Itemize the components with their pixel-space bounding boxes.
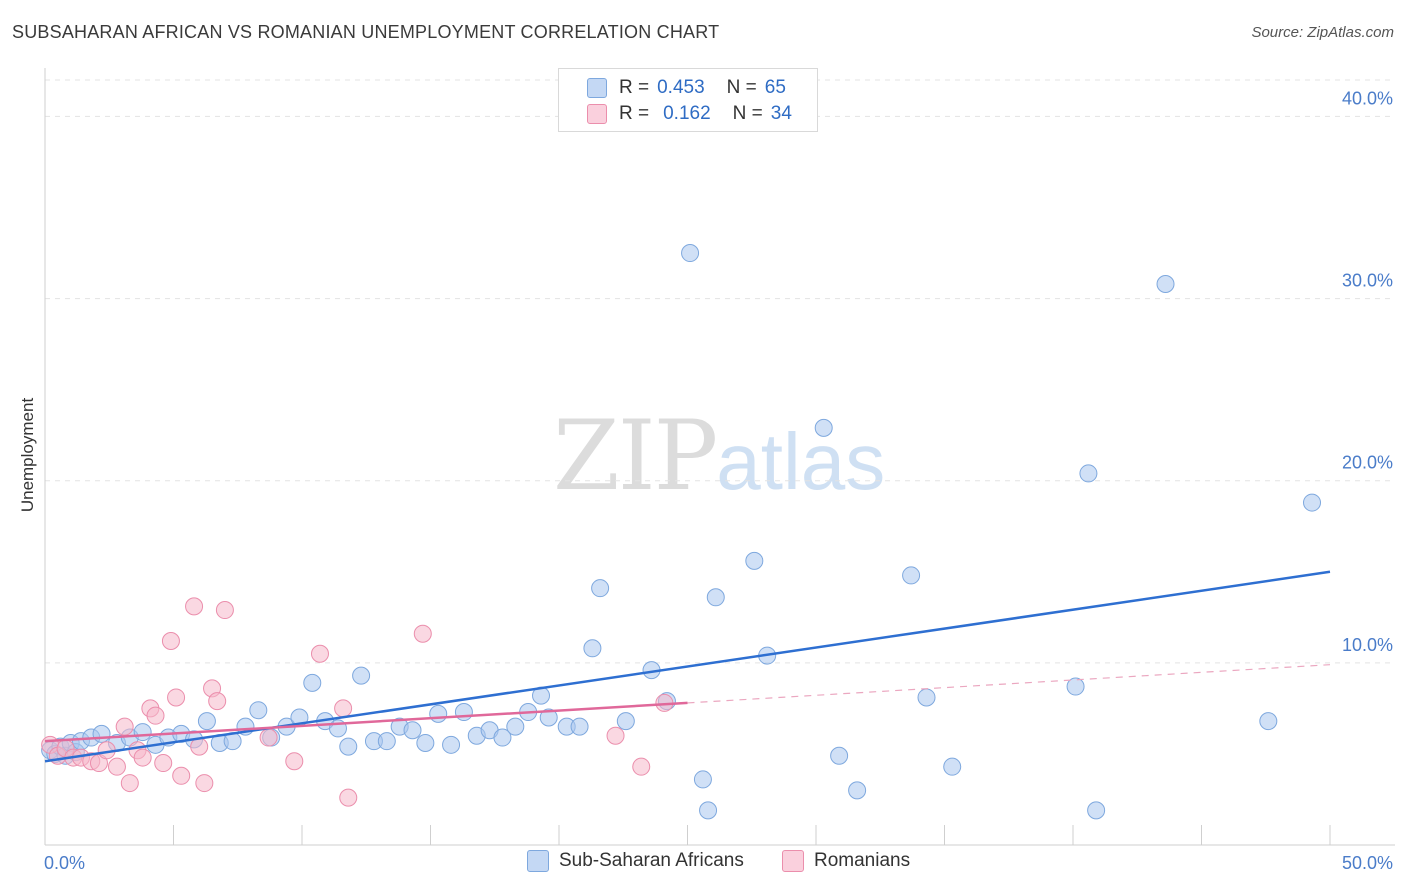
- legend-r-value: 0.162: [663, 103, 711, 124]
- legend-r-label: R =: [619, 103, 650, 124]
- subsaharan-point: [814, 418, 833, 437]
- subsaharan-point: [1156, 275, 1175, 293]
- subsaharan-trend-line: [44, 570, 1331, 763]
- subsaharan-point: [352, 666, 371, 685]
- legend-item-subsaharan: Sub-Saharan Africans: [527, 850, 744, 872]
- subsaharan-point: [830, 746, 849, 765]
- subsaharan-point: [1259, 712, 1278, 731]
- romanian-point: [115, 717, 134, 736]
- subsaharan-point: [442, 735, 461, 754]
- romanian-trend-extension: [687, 664, 1331, 704]
- subsaharan-point: [745, 551, 764, 570]
- subsaharan-point: [454, 703, 473, 722]
- legend-swatch-romanian: [782, 850, 804, 872]
- subsaharan-point: [539, 708, 558, 727]
- romanian-point: [208, 692, 227, 711]
- subsaharan-point: [1303, 493, 1322, 512]
- subsaharan-point: [943, 757, 962, 776]
- subsaharan-point: [616, 712, 635, 731]
- romanian-point: [154, 754, 173, 773]
- romanian-trend-line: [44, 701, 688, 743]
- legend-row-subsaharan: R = 0.453 N = 65: [587, 75, 786, 101]
- chart-title: SUBSAHARAN AFRICAN VS ROMANIAN UNEMPLOYM…: [12, 22, 720, 42]
- romanian-point: [190, 737, 209, 756]
- x-tick-label: 0.0%: [44, 853, 85, 873]
- romanian-point: [259, 728, 278, 747]
- romanian-point: [339, 788, 358, 807]
- subsaharan-point: [583, 639, 602, 658]
- legend-label-subsaharan: Sub-Saharan Africans: [559, 850, 744, 871]
- watermark: ZIPatlas: [553, 400, 885, 512]
- subsaharan-point: [1087, 801, 1106, 820]
- watermark-zip: ZIP: [553, 400, 718, 512]
- subsaharan-point: [902, 566, 921, 585]
- subsaharan-point: [339, 737, 358, 756]
- y-tick-label: 20.0%: [1342, 453, 1393, 473]
- romanian-point: [632, 757, 651, 776]
- subsaharan-point: [681, 244, 700, 263]
- subsaharan-point: [917, 688, 936, 707]
- y-tick-label: 30.0%: [1342, 271, 1393, 291]
- correlation-legend: R = 0.453 N = 65 R = 0.162 N = 34: [558, 68, 818, 132]
- subsaharan-point: [1066, 677, 1085, 696]
- legend-r-value: 0.453: [657, 77, 705, 98]
- source-label: Source: ZipAtlas.com: [1251, 24, 1394, 41]
- subsaharan-point: [506, 717, 525, 736]
- subsaharan-point: [377, 732, 396, 751]
- legend-swatch-subsaharan: [587, 78, 607, 98]
- legend-r-label: R =: [619, 77, 650, 98]
- subsaharan-point: [429, 704, 448, 723]
- romanian-point: [285, 752, 304, 771]
- subsaharan-point: [197, 712, 216, 731]
- legend-row-romanian: R = 0.162 N = 34: [587, 101, 792, 127]
- legend-item-romanian: Romanians: [782, 850, 910, 872]
- y-tick-label: 10.0%: [1342, 635, 1393, 655]
- romanian-point: [120, 774, 139, 793]
- legend-label-romanian: Romanians: [814, 850, 911, 871]
- watermark-atlas: atlas: [716, 417, 886, 506]
- romanian-point: [334, 699, 353, 718]
- subsaharan-point: [1079, 464, 1098, 483]
- romanian-point: [133, 748, 152, 767]
- subsaharan-point: [591, 579, 610, 598]
- subsaharan-point: [249, 701, 268, 720]
- legend-n-label: N =: [726, 77, 757, 98]
- subsaharan-point: [92, 724, 111, 743]
- y-tick-label: 40.0%: [1342, 88, 1393, 108]
- romanian-point: [161, 632, 180, 650]
- subsaharan-point: [570, 717, 589, 736]
- legend-n-label: N =: [732, 103, 763, 124]
- legend-swatch-romanian: [587, 104, 607, 124]
- romanian-point: [167, 688, 186, 707]
- legend-swatch-subsaharan: [527, 850, 549, 872]
- subsaharan-point: [699, 801, 718, 820]
- romanian-point: [107, 757, 126, 776]
- subsaharan-point: [848, 781, 867, 800]
- romanian-point: [172, 766, 191, 785]
- legend-n-value: 65: [764, 77, 786, 98]
- legend-n-value: 34: [770, 103, 792, 124]
- series-legend: Sub-Saharan Africans Romanians: [0, 850, 1406, 880]
- subsaharan-point: [403, 721, 422, 740]
- subsaharan-point: [133, 723, 152, 742]
- subsaharan-point: [303, 673, 322, 692]
- romanian-point: [606, 726, 625, 745]
- romanian-point: [310, 644, 329, 663]
- subsaharan-point: [493, 728, 512, 747]
- romanian-point: [413, 624, 432, 643]
- romanian-point: [146, 706, 165, 725]
- romanian-point: [215, 601, 234, 620]
- romanian-point: [195, 774, 214, 793]
- romanian-point: [185, 597, 204, 616]
- subsaharan-point: [706, 588, 725, 607]
- x-tick-label: 50.0%: [1342, 853, 1393, 873]
- subsaharan-point: [693, 770, 712, 789]
- subsaharan-point: [416, 734, 435, 752]
